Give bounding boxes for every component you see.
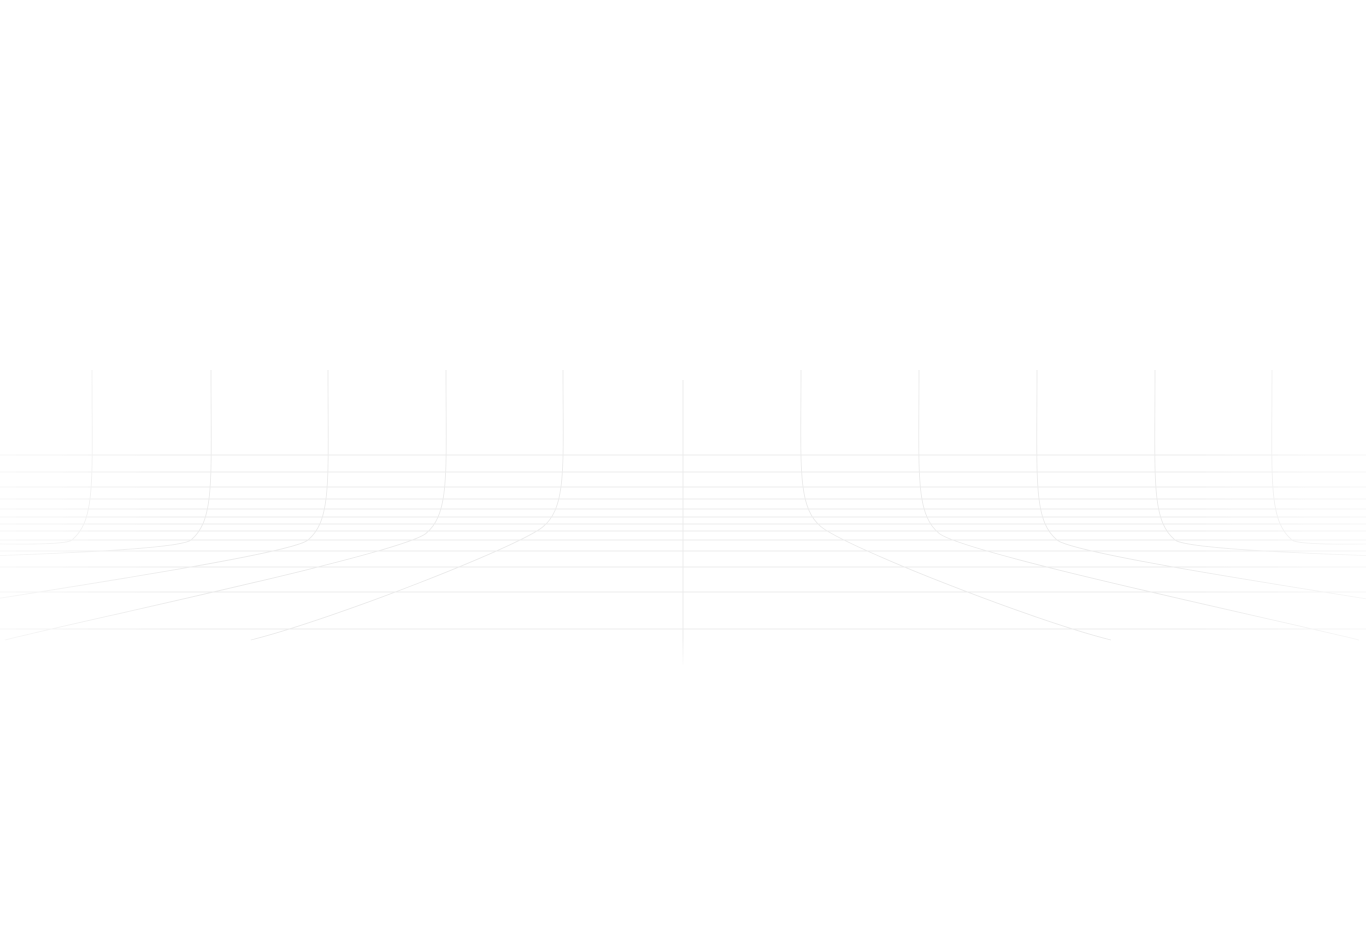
horizontal-fade-overlay: [0, 350, 1366, 670]
